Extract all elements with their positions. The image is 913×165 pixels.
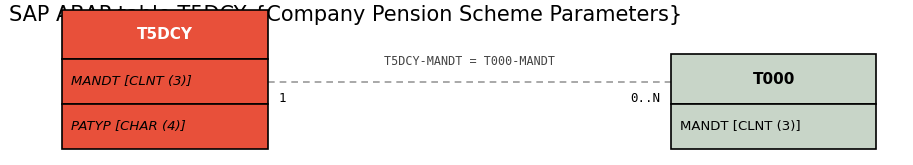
Bar <box>62 59 268 104</box>
Text: T5DCY: T5DCY <box>137 27 193 42</box>
Bar <box>671 54 876 104</box>
Text: 1: 1 <box>278 92 286 105</box>
Text: 0..N: 0..N <box>630 92 660 105</box>
Bar <box>671 104 876 148</box>
Text: T5DCY-MANDT = T000-MANDT: T5DCY-MANDT = T000-MANDT <box>383 55 555 68</box>
Bar <box>62 10 268 59</box>
Text: PATYP [CHAR (4)]: PATYP [CHAR (4)] <box>71 120 186 133</box>
Text: T000: T000 <box>752 72 795 87</box>
Text: MANDT [CLNT (3)]: MANDT [CLNT (3)] <box>71 75 192 88</box>
Text: MANDT [CLNT (3)]: MANDT [CLNT (3)] <box>680 120 801 133</box>
Text: SAP ABAP table T5DCY {Company Pension Scheme Parameters}: SAP ABAP table T5DCY {Company Pension Sc… <box>9 5 682 25</box>
Bar <box>62 104 268 148</box>
